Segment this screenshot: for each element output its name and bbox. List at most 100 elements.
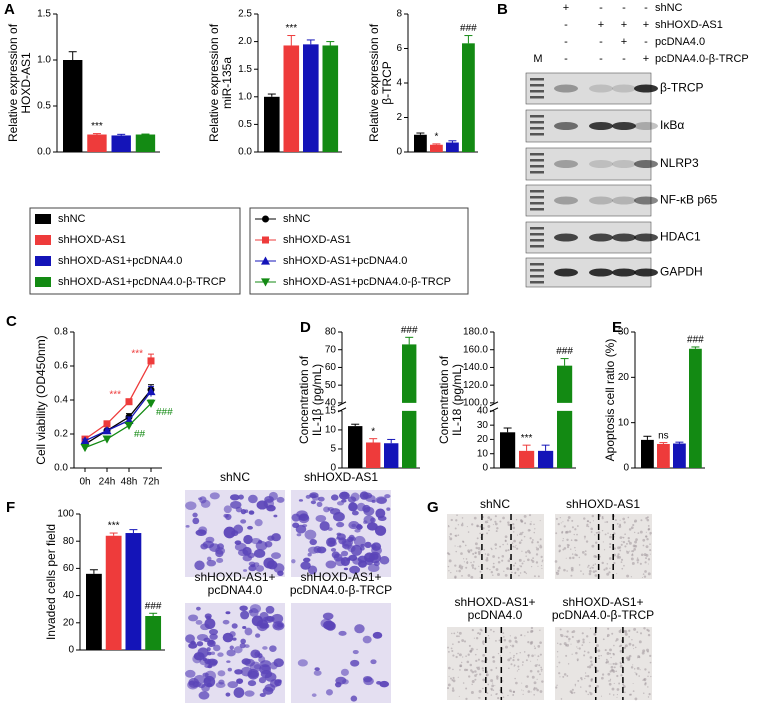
speck <box>530 566 533 568</box>
speck <box>470 575 474 579</box>
speck <box>566 636 568 638</box>
speck <box>587 564 590 567</box>
blot-band <box>554 268 578 277</box>
ladder-band <box>530 165 544 168</box>
speck <box>570 566 574 570</box>
speck <box>515 518 518 521</box>
speck <box>501 559 504 562</box>
speck <box>506 543 509 545</box>
speck <box>647 675 649 678</box>
speck <box>615 638 619 641</box>
speck <box>565 635 567 637</box>
cell <box>271 552 281 560</box>
condition-label: shHOXD-AS1 <box>655 19 723 31</box>
speck <box>525 555 527 557</box>
cell <box>217 670 226 677</box>
y-tick-label: 40 <box>63 590 75 601</box>
speck <box>481 642 484 644</box>
cell <box>259 664 271 675</box>
speck <box>602 541 604 543</box>
speck <box>458 631 462 635</box>
speck <box>608 693 611 695</box>
cell <box>370 517 376 523</box>
speck <box>630 550 633 552</box>
speck <box>475 659 478 663</box>
speck <box>513 664 516 667</box>
speck <box>529 537 532 540</box>
speck <box>521 520 524 523</box>
y-tick-label: 10 <box>325 425 337 436</box>
speck <box>481 667 484 670</box>
speck <box>472 552 475 555</box>
speck <box>586 635 589 638</box>
speck <box>482 678 485 682</box>
cell <box>240 610 250 620</box>
speck <box>633 548 637 551</box>
cell <box>185 669 196 678</box>
speck <box>487 519 489 521</box>
blot-band <box>634 160 658 168</box>
y-tick-label: 1.5 <box>238 64 252 75</box>
speck <box>649 531 652 535</box>
cell <box>369 551 381 564</box>
bar <box>402 344 417 403</box>
cell <box>240 519 247 524</box>
speck <box>639 669 641 671</box>
speck <box>642 544 645 547</box>
speck <box>641 576 643 578</box>
speck <box>574 528 577 531</box>
series-line <box>84 402 152 449</box>
speck <box>647 633 651 637</box>
cell <box>198 691 210 700</box>
speck <box>477 550 481 554</box>
y-axis-label: miR-135a <box>220 57 234 109</box>
speck <box>636 667 640 670</box>
cell <box>243 569 248 572</box>
speck <box>631 549 635 553</box>
speck <box>497 560 501 564</box>
speck <box>618 682 621 685</box>
y-tick-label: 100 <box>57 509 74 520</box>
speck <box>458 566 461 569</box>
y-tick-label: 100.0 <box>463 398 488 409</box>
point <box>103 420 111 428</box>
speck <box>496 677 499 680</box>
speck <box>620 629 622 631</box>
y-tick-label: 0.0 <box>54 463 68 474</box>
cell <box>196 606 201 611</box>
speck <box>566 635 569 638</box>
cell <box>240 638 246 644</box>
speck <box>595 531 598 534</box>
cell <box>223 526 236 539</box>
bar <box>322 45 339 152</box>
speck <box>462 656 464 658</box>
speck <box>513 531 515 533</box>
y-tick-label: 2 <box>396 112 402 123</box>
speck <box>575 539 578 542</box>
speck <box>534 664 538 668</box>
speck <box>617 663 619 665</box>
speck <box>534 647 537 650</box>
speck <box>627 536 630 540</box>
speck <box>475 546 478 550</box>
speck <box>540 544 542 546</box>
speck <box>639 530 643 534</box>
speck <box>608 682 612 686</box>
speck <box>466 561 468 563</box>
speck <box>624 545 627 548</box>
speck <box>623 521 626 524</box>
cell <box>340 491 348 498</box>
speck <box>571 519 574 522</box>
series-line <box>84 391 152 442</box>
speck <box>457 640 460 644</box>
significance: ## <box>134 429 146 440</box>
cell <box>226 660 231 663</box>
panel-letter: C <box>6 313 17 330</box>
speck <box>461 517 464 519</box>
cell <box>216 557 224 564</box>
speck <box>452 687 455 690</box>
y-tick-label: 0.5 <box>37 101 51 112</box>
speck <box>580 676 583 680</box>
speck <box>478 552 481 556</box>
speck <box>609 542 612 546</box>
